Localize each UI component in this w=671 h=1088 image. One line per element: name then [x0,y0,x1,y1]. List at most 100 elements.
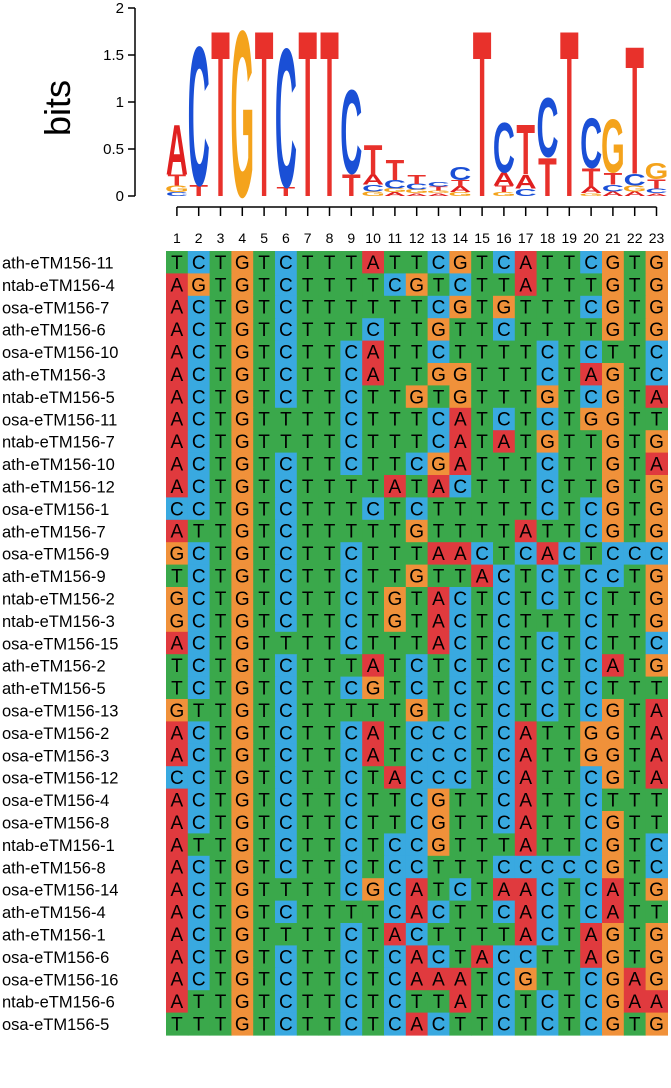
base-letter: T [563,298,575,319]
base-cell [514,900,538,924]
alignment-row: ath-eTM156-2 T C T G T C T T T A T C T C T C T C T C A T G [2,654,668,678]
base-cell [536,743,559,767]
base-cell [493,363,516,386]
base-letter: A [432,970,445,991]
base-letter: T [258,477,270,498]
base-letter: T [302,589,314,610]
base-cell [296,475,320,498]
base-cell [275,721,298,745]
base-cell [209,967,232,991]
base-letter: G [235,880,250,901]
base-cell [471,676,494,700]
base-cell [558,609,581,633]
base-cell [340,497,363,521]
base-letter: T [629,925,641,946]
base-cell [580,699,603,722]
base-letter: G [431,835,446,856]
base-cell [318,990,341,1014]
base-cell [493,318,516,342]
base-cell [558,699,581,722]
base-cell [296,699,320,722]
base-cell [493,609,516,633]
base-cell [449,340,472,364]
base-letter: C [344,835,358,856]
base-letter: C [344,925,358,946]
base-cell [471,631,494,655]
base-letter: T [367,634,379,655]
base-letter: G [366,679,381,700]
base-letter: C [344,343,358,364]
logo-stack: T [298,0,317,246]
base-letter: T [193,522,205,543]
logo-stack: TC [275,8,297,230]
base-cell [449,990,472,1014]
base-letter: T [302,701,314,722]
base-cell [449,519,472,543]
base-cell [558,251,581,274]
base-letter: T [302,947,314,968]
base-letter: C [497,634,511,655]
base-cell [253,295,276,319]
base-letter: C [432,746,446,767]
base-cell [187,833,211,857]
base-cell [493,519,516,543]
base-letter: T [476,499,488,520]
base-cell [645,587,668,610]
base-letter: C [344,589,358,610]
base-cell [209,251,232,274]
base-letter: T [389,432,401,453]
base-letter: T [563,970,575,991]
base-cell [231,251,254,274]
base-letter: T [215,455,227,476]
base-cell [623,833,647,857]
base-letter: C [279,477,293,498]
base-cell [405,430,429,454]
base-letter: C [388,1015,402,1036]
base-letter: T [215,567,227,588]
logo-letter: T [277,184,297,198]
base-letter: A [454,432,467,453]
base-cell [318,318,341,342]
base-cell [166,318,189,342]
sequence-name: osa-eTM156-14 [2,882,118,900]
base-letter: T [302,768,314,789]
base-cell [558,587,581,610]
base-letter: T [324,925,336,946]
base-letter: T [476,611,488,632]
base-letter: C [344,455,358,476]
base-letter: T [389,567,401,588]
base-cell [340,452,363,476]
base-cell [187,878,211,902]
base-cell [209,385,232,409]
base-cell [645,295,668,319]
base-cell [166,1012,189,1036]
base-letter: C [497,701,511,722]
base-cell [493,833,516,857]
base-letter: T [367,298,379,319]
base-cell [645,788,668,812]
base-letter: T [433,880,445,901]
base-letter: A [519,723,532,744]
base-cell [427,676,450,700]
base-letter: A [389,925,402,946]
base-letter: C [584,589,598,610]
base-letter: C [192,925,206,946]
base-cell [602,699,625,722]
base-letter: T [215,835,227,856]
base-cell [558,385,581,409]
base-letter: T [215,477,227,498]
base-letter: T [433,858,445,879]
base-cell [318,564,341,588]
base-letter: T [367,522,379,543]
base-letter: A [585,365,598,386]
base-cell [187,340,211,364]
base-cell [340,788,363,812]
base-letter: T [542,298,554,319]
sequence-name: ath-eTM156-3 [2,366,106,384]
base-cell [253,609,276,633]
sequence-name: osa-eTM156-1 [2,501,109,519]
base-cell [253,923,276,946]
base-letter: A [367,656,380,677]
base-cell [558,743,581,767]
base-cell [340,318,363,342]
